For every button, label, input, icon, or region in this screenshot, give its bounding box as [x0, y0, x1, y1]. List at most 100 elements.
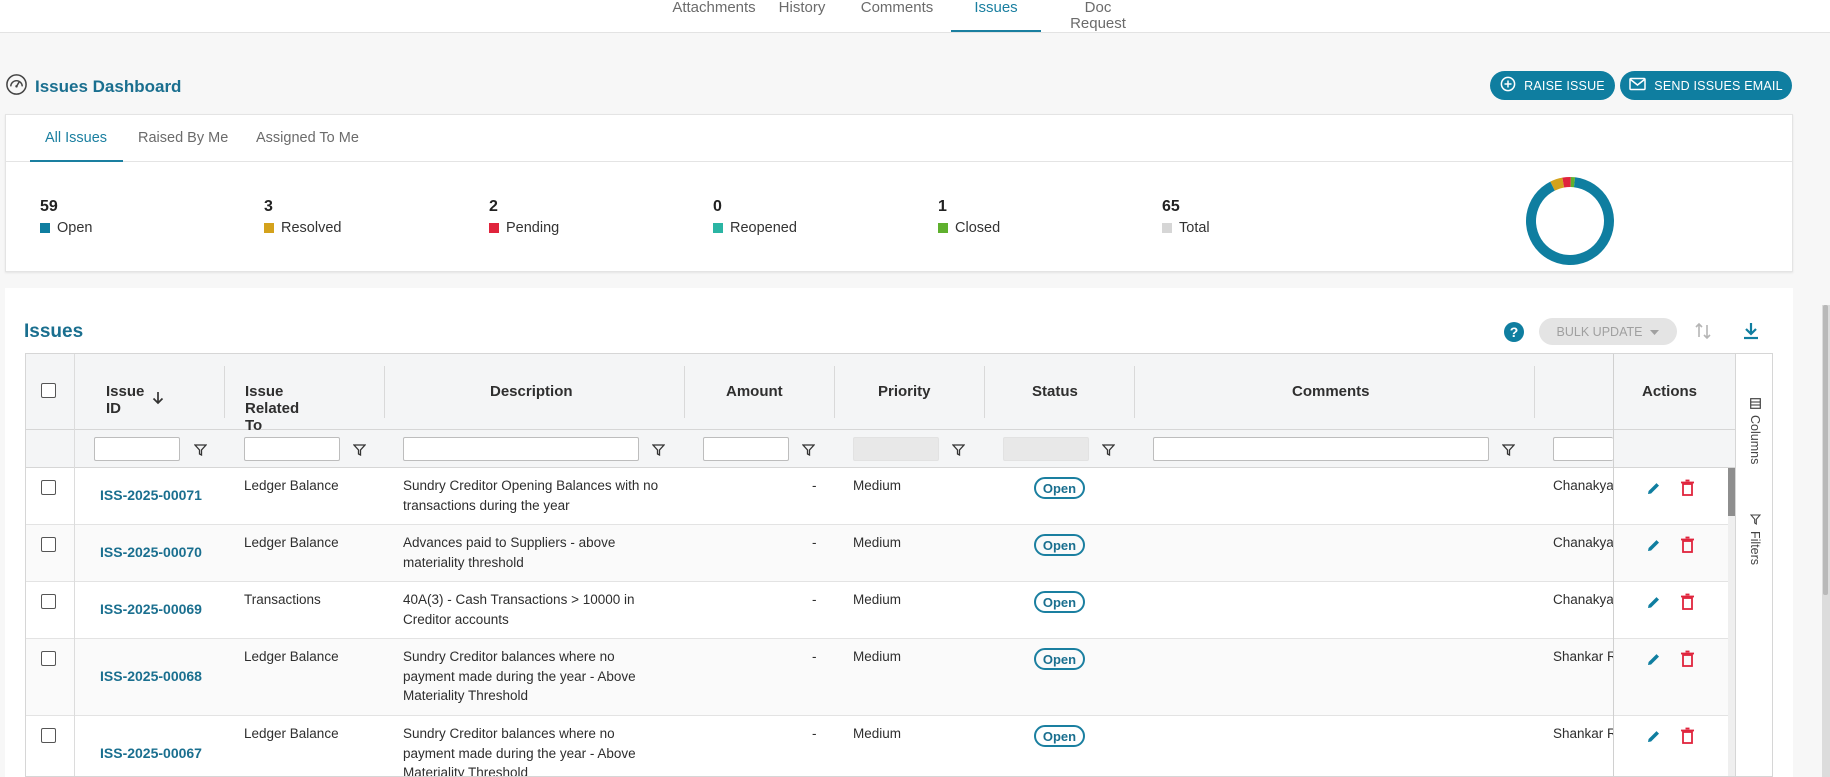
filter-icon-status[interactable] [1101, 443, 1116, 461]
help-icon[interactable]: ? [1504, 322, 1524, 342]
filter-input-amount[interactable] [703, 437, 789, 461]
edit-icon[interactable] [1645, 537, 1662, 559]
donut-slice-closed[interactable] [1570, 177, 1576, 188]
tab-history[interactable]: History [778, 0, 826, 16]
row-checkbox[interactable] [41, 480, 56, 495]
issue-amount: - [812, 592, 817, 607]
filter-icon-issue-related-to[interactable] [352, 443, 367, 461]
delete-icon[interactable] [1680, 593, 1695, 616]
filter-icon-comments[interactable] [1501, 443, 1516, 461]
issue-id-link[interactable]: ISS-2025-00067 [100, 745, 202, 761]
issue-related-to: Transactions [244, 592, 321, 607]
tab-all-issues[interactable]: All Issues [30, 130, 123, 162]
filters-icon [1748, 514, 1762, 525]
resolved-swatch [264, 223, 274, 233]
table-scrollbar-thumb[interactable] [1728, 468, 1735, 516]
tab-attachments[interactable]: Attachments [672, 0, 756, 16]
table-row[interactable]: ISS-2025-00069 Transactions 40A(3) - Cas… [26, 582, 1735, 639]
stat-pending-count: 2 [489, 198, 498, 215]
issue-assignee: Chanakya [1553, 478, 1613, 493]
filters-panel-toggle[interactable]: Filters [1748, 514, 1762, 565]
columns-panel-toggle[interactable]: Columns [1748, 398, 1762, 464]
col-amount-label: Amount [726, 383, 783, 400]
stat-reopened-count: 0 [713, 198, 722, 215]
issue-id-link[interactable]: ISS-2025-00070 [100, 544, 202, 560]
status-badge: Open [1034, 477, 1085, 499]
stat-closed-count: 1 [938, 198, 947, 215]
edit-icon[interactable] [1645, 480, 1662, 502]
reopened-swatch [713, 223, 723, 233]
page-vertical-scrollbar[interactable] [1822, 305, 1830, 777]
delete-icon[interactable] [1680, 536, 1695, 559]
sort-icon[interactable] [1694, 321, 1712, 346]
sort-arrow-down-icon [152, 391, 164, 409]
status-badge: Open [1034, 725, 1085, 747]
filter-input-description[interactable] [403, 437, 639, 461]
donut-slice-pending[interactable] [1562, 177, 1571, 188]
issue-description-line: Sundry Creditor balances where no [403, 649, 615, 664]
columns-label: Columns [1748, 415, 1762, 465]
filter-input-assignee[interactable] [1553, 437, 1613, 461]
donut-slice-resolved[interactable] [1550, 177, 1565, 191]
filter-input-issue-id[interactable] [94, 437, 180, 461]
col-description-label: Description [490, 383, 573, 400]
tab-doc-request[interactable]: Doc Request [1070, 0, 1126, 32]
send-issues-email-button[interactable]: SEND ISSUES EMAIL [1620, 71, 1792, 100]
issue-related-to: Ledger Balance [244, 726, 339, 741]
issue-description-line: materiality threshold [403, 555, 524, 570]
issue-description-line: 40A(3) - Cash Transactions > 10000 in [403, 592, 635, 607]
dashboard-gauge-icon [5, 73, 28, 101]
issue-amount: - [812, 649, 817, 664]
edit-icon[interactable] [1645, 728, 1662, 750]
issue-amount: - [812, 478, 817, 493]
tab-issues[interactable]: Issues [951, 0, 1041, 32]
issue-assignee: Shankar R [1553, 726, 1613, 741]
table-row[interactable]: ISS-2025-00067 Ledger Balance Sundry Cre… [26, 716, 1735, 776]
stat-reopened-label: Reopened [730, 220, 797, 236]
issue-id-link[interactable]: ISS-2025-00069 [100, 601, 202, 617]
edit-icon[interactable] [1645, 651, 1662, 673]
donut-slice-open[interactable] [1526, 177, 1614, 265]
row-checkbox[interactable] [41, 594, 56, 609]
issue-priority: Medium [853, 649, 902, 664]
issue-description-line: payment made during the year - Above [403, 669, 636, 684]
select-all-checkbox[interactable] [41, 383, 56, 398]
table-row[interactable]: ISS-2025-00068 Ledger Balance Sundry Cre… [26, 639, 1735, 716]
issue-amount: - [812, 535, 817, 550]
row-checkbox[interactable] [41, 537, 56, 552]
issue-id-link[interactable]: ISS-2025-00071 [100, 487, 202, 503]
issue-description-line: Sundry Creditor Opening Balances with no [403, 478, 659, 493]
raise-issue-button[interactable]: RAISE ISSUE [1490, 71, 1615, 100]
filter-input-issue-related-to[interactable] [244, 437, 340, 461]
tab-comments[interactable]: Comments [860, 0, 934, 16]
table-header: Issue ID Issue Related To Description Am… [26, 354, 1772, 434]
bulk-update-button[interactable]: BULK UPDATE [1539, 318, 1677, 345]
stat-total-label: Total [1179, 220, 1210, 236]
page-scrollbar-thumb[interactable] [1823, 305, 1828, 595]
tab-assigned-to-me[interactable]: Assigned To Me [256, 130, 359, 146]
filter-icon-priority[interactable] [951, 443, 966, 461]
edit-icon[interactable] [1645, 594, 1662, 616]
delete-icon[interactable] [1680, 727, 1695, 750]
tab-raised-by-me[interactable]: Raised By Me [138, 130, 229, 146]
filter-icon-amount[interactable] [801, 443, 816, 461]
issue-priority: Medium [853, 478, 902, 493]
stat-open-count: 59 [40, 198, 58, 215]
row-checkbox[interactable] [41, 728, 56, 743]
issue-id-link[interactable]: ISS-2025-00068 [100, 668, 202, 684]
issue-related-to: Ledger Balance [244, 478, 339, 493]
table-row[interactable]: ISS-2025-00071 Ledger Balance Sundry Cre… [26, 468, 1735, 525]
issue-assignee: Chanakya [1553, 592, 1613, 607]
send-issues-email-label: SEND ISSUES EMAIL [1654, 78, 1783, 93]
table-vertical-scrollbar[interactable] [1728, 468, 1735, 776]
download-icon[interactable] [1742, 321, 1760, 346]
filter-input-comments[interactable] [1153, 437, 1489, 461]
row-checkbox[interactable] [41, 651, 56, 666]
table-row[interactable]: ISS-2025-00070 Ledger Balance Advances p… [26, 525, 1735, 582]
filter-icon-description[interactable] [651, 443, 666, 461]
filter-icon-issue-id[interactable] [193, 443, 208, 461]
delete-icon[interactable] [1680, 479, 1695, 502]
col-issue-related-to-label: Issue Related To [245, 383, 300, 434]
dashboard-title: Issues Dashboard [5, 73, 181, 101]
delete-icon[interactable] [1680, 650, 1695, 673]
